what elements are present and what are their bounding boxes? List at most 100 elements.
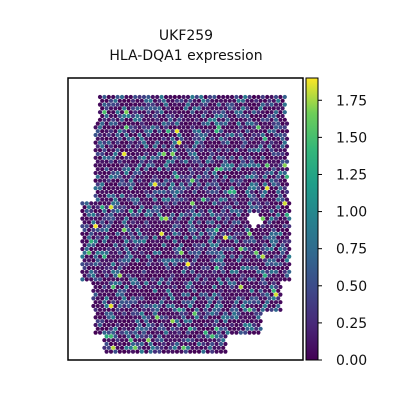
expression-spot (175, 319, 179, 323)
expression-spot (221, 346, 225, 350)
expression-spot (144, 319, 148, 323)
expression-spot (230, 125, 234, 129)
expression-spot (217, 148, 221, 152)
expression-spot (199, 293, 203, 297)
expression-spot (285, 220, 289, 224)
expression-spot (245, 144, 249, 148)
expression-spot (239, 156, 243, 160)
expression-spot (248, 148, 252, 152)
expression-spot (127, 304, 131, 308)
expression-spot (188, 236, 192, 240)
expression-spot (219, 296, 223, 300)
expression-spot (221, 277, 225, 281)
expression-spot (171, 190, 175, 194)
expression-spot (215, 99, 219, 103)
expression-spot (129, 125, 133, 129)
expression-spot (278, 186, 282, 190)
expression-spot (226, 179, 230, 183)
expression-spot (241, 122, 245, 126)
expression-spot (120, 194, 124, 198)
expression-spot (230, 186, 234, 190)
expression-spot (221, 270, 225, 274)
expression-spot (131, 99, 135, 103)
expression-spot (190, 308, 194, 312)
expression-spot (197, 319, 201, 323)
expression-spot (127, 198, 131, 202)
expression-spot (245, 205, 249, 209)
expression-spot (186, 270, 190, 274)
expression-spot (175, 99, 179, 103)
expression-spot (230, 247, 234, 251)
expression-spot (111, 194, 115, 198)
expression-spot (140, 236, 144, 240)
expression-spot (221, 308, 225, 312)
expression-spot (254, 274, 258, 278)
expression-spot (239, 141, 243, 145)
expression-spot (144, 106, 148, 110)
expression-spot (89, 224, 93, 228)
expression-spot (98, 201, 102, 205)
expression-spot (206, 152, 210, 156)
expression-spot (212, 247, 216, 251)
expression-spot (116, 262, 120, 266)
expression-spot (270, 95, 274, 99)
expression-spot (89, 209, 93, 213)
expression-spot (254, 251, 258, 255)
expression-spot (250, 304, 254, 308)
expression-spot (153, 334, 157, 338)
expression-spot (131, 296, 135, 300)
expression-spot (226, 315, 230, 319)
expression-spot (111, 141, 115, 145)
expression-spot (199, 232, 203, 236)
expression-spot (142, 323, 146, 327)
expression-spot (160, 133, 164, 137)
expression-spot (256, 103, 260, 107)
expression-spot (168, 323, 172, 327)
expression-spot (193, 319, 197, 323)
expression-spot (210, 236, 214, 240)
expression-spot (234, 171, 238, 175)
expression-spot (226, 110, 230, 114)
expression-spot (96, 175, 100, 179)
expression-spot (96, 220, 100, 224)
expression-spot (91, 228, 95, 232)
expression-spot (80, 209, 84, 213)
expression-spot (146, 148, 150, 152)
expression-spot (149, 350, 153, 354)
expression-spot (94, 224, 98, 228)
expression-spot (109, 152, 113, 156)
expression-spot (155, 255, 159, 259)
expression-spot (179, 258, 183, 262)
expression-spot (144, 213, 148, 217)
expression-spot (188, 205, 192, 209)
expression-spot (179, 327, 183, 331)
expression-spot (274, 95, 278, 99)
expression-spot (135, 137, 139, 141)
expression-spot (186, 194, 190, 198)
expression-spot (173, 285, 177, 289)
expression-spot (175, 289, 179, 293)
expression-spot (230, 239, 234, 243)
expression-spot (195, 338, 199, 342)
expression-spot (109, 243, 113, 247)
expression-spot (199, 201, 203, 205)
expression-spot (118, 228, 122, 232)
expression-spot (168, 338, 172, 342)
expression-spot (261, 293, 265, 297)
expression-spot (133, 125, 137, 129)
expression-spot (245, 175, 249, 179)
expression-spot (281, 175, 285, 179)
expression-spot (129, 293, 133, 297)
expression-spot (127, 137, 131, 141)
expression-spot (206, 167, 210, 171)
expression-spot (166, 243, 170, 247)
expression-spot (201, 198, 205, 202)
expression-spot (129, 179, 133, 183)
expression-spot (160, 217, 164, 221)
expression-spot (210, 129, 214, 133)
expression-spot (102, 95, 106, 99)
expression-spot (94, 171, 98, 175)
expression-spot (98, 232, 102, 236)
expression-spot (201, 334, 205, 338)
expression-spot (168, 331, 172, 335)
